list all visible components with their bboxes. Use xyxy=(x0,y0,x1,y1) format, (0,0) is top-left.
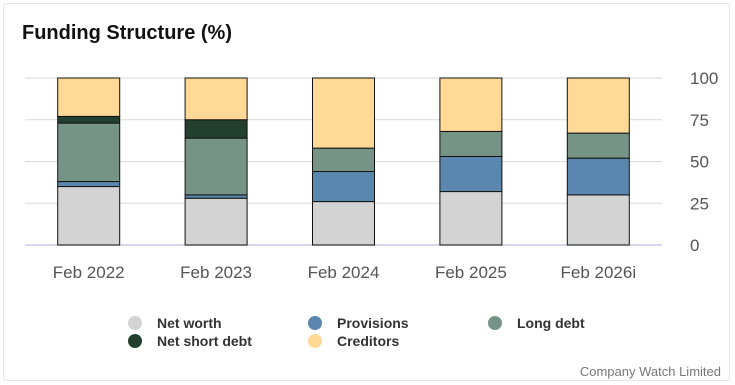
legend-swatch xyxy=(308,333,322,348)
bar-segment-net-worth xyxy=(312,201,375,246)
x-tick-label: Feb 2023 xyxy=(180,263,252,282)
credit-text: Company Watch Limited xyxy=(579,364,721,379)
legend-item[interactable]: Long debt xyxy=(488,314,668,331)
bar-segment-creditors xyxy=(57,77,121,117)
bar-segment-net-short-debt xyxy=(57,115,121,124)
bar-segment-creditors xyxy=(312,77,375,149)
bar-segment-provisions xyxy=(312,171,375,203)
legend-label: Net worth xyxy=(157,314,222,331)
bar-segment-long-debt xyxy=(57,122,121,183)
bar-segment-provisions xyxy=(566,157,630,196)
bar-segment-creditors xyxy=(184,77,248,121)
legend-swatch xyxy=(308,315,322,330)
legend-item[interactable]: Net short debt xyxy=(128,332,308,349)
bar-segment-long-debt xyxy=(312,147,375,173)
bar-segment-long-debt xyxy=(439,130,503,157)
legend-label: Long debt xyxy=(517,314,585,331)
bar-segment-long-debt xyxy=(566,132,630,159)
legend-swatch xyxy=(128,315,142,330)
x-tick-label: Feb 2026i xyxy=(560,263,636,282)
chart-title: Funding Structure (%) xyxy=(22,22,232,44)
legend-swatch xyxy=(488,315,502,330)
legend-label: Net short debt xyxy=(157,332,252,349)
legend-label: Provisions xyxy=(337,314,409,331)
bar-segment-long-debt xyxy=(184,137,248,196)
y-tick-label: 25 xyxy=(690,194,709,213)
x-tick-label: Feb 2024 xyxy=(308,263,380,282)
x-tick-label: Feb 2025 xyxy=(435,263,507,282)
bar-segment-net-short-debt xyxy=(184,119,248,139)
y-tick-label: 75 xyxy=(690,111,709,130)
funding-chart: 0 25 50 75 100 Feb 2022 Feb 2023 Feb 2024 Feb 20… xyxy=(25,69,718,282)
legend-label: Creditors xyxy=(337,332,400,349)
bar-segment-net-worth xyxy=(57,186,121,246)
bar-segment-net-worth xyxy=(566,194,630,246)
bar-segment-provisions xyxy=(57,181,121,188)
chart-legend: Net worth Provisions Long debt Net short de… xyxy=(128,314,668,349)
y-tick-label: 0 xyxy=(690,236,699,255)
bar-segment-net-worth xyxy=(184,197,248,246)
bar-segment-net-worth xyxy=(439,191,503,246)
legend-swatch xyxy=(128,333,142,348)
legend-item[interactable]: Provisions xyxy=(308,314,488,331)
bar-segment-creditors xyxy=(439,77,503,132)
bar-segment-creditors xyxy=(566,77,630,134)
y-tick-label: 50 xyxy=(690,153,709,172)
y-tick-label: 100 xyxy=(690,69,718,88)
bar-segment-provisions xyxy=(184,194,248,199)
x-tick-label: Feb 2022 xyxy=(53,263,125,282)
legend-item[interactable]: Creditors xyxy=(308,332,488,349)
legend-item[interactable]: Net worth xyxy=(128,314,308,331)
bar-segment-provisions xyxy=(439,155,503,193)
